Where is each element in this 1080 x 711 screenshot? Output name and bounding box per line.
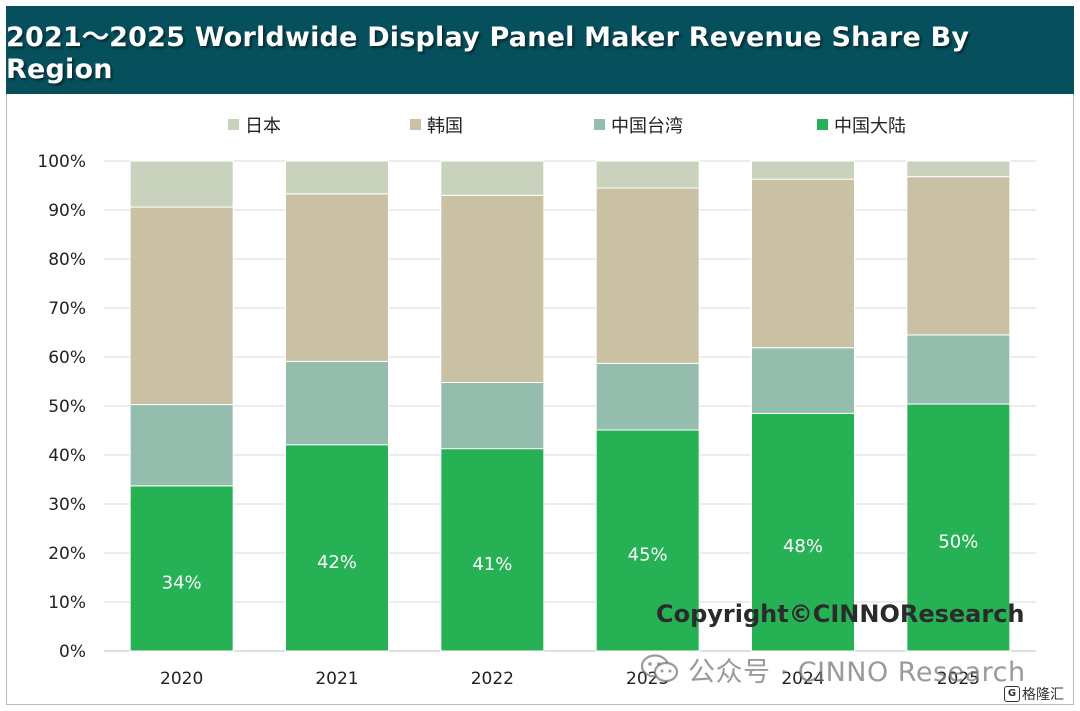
- x-tick-label: 2022: [471, 669, 514, 689]
- corner-logo-mark: G: [1004, 686, 1020, 702]
- bar-segment: [129, 160, 234, 208]
- x-tick-label: 2020: [160, 669, 203, 689]
- bar-data-label: 42%: [317, 552, 357, 573]
- y-tick-label: 60%: [48, 348, 86, 368]
- copyright-watermark: Copyright©CINNOResearch: [656, 600, 1025, 628]
- legend-swatch: [817, 119, 828, 130]
- bar-segment: [285, 193, 389, 362]
- legend-swatch: [228, 119, 239, 130]
- bar-segment: [285, 360, 389, 446]
- bar-data-label: 34%: [162, 572, 202, 593]
- bar-segment: [751, 160, 855, 180]
- bars: 34% 42% 41% 45% 48% 50%: [129, 160, 1011, 652]
- legend-label: 日本: [245, 116, 281, 137]
- x-tick-label: 2025: [937, 669, 980, 689]
- corner-logo-text: 格隆汇: [1022, 687, 1064, 703]
- bar-segment: [440, 448, 545, 652]
- bar-data-label: 41%: [472, 554, 512, 575]
- bar-segment: [129, 485, 234, 652]
- y-tick-label: 80%: [48, 250, 86, 270]
- bar-segment: [595, 362, 700, 431]
- chart-title: 2021～2025 Worldwide Display Panel Maker …: [6, 22, 970, 85]
- legend-label: 中国台湾: [611, 116, 683, 137]
- legend: 日本 韩国 中国台湾 中国大陆: [228, 116, 906, 137]
- bar-data-label: 45%: [628, 545, 668, 566]
- bar-segment: [595, 160, 700, 189]
- y-tick-label: 40%: [48, 446, 86, 466]
- bar-segment: [751, 412, 855, 652]
- y-tick-label: 10%: [48, 593, 86, 613]
- x-tick-label: 2021: [315, 669, 358, 689]
- bar-segment: [285, 444, 389, 652]
- y-tick-label: 0%: [59, 642, 86, 662]
- bar-segment: [440, 160, 545, 196]
- bar-segment: [285, 160, 389, 195]
- y-tick-label: 20%: [48, 544, 86, 564]
- corner-logo: G 格隆汇: [1004, 683, 1064, 705]
- x-tick-label: 2024: [781, 669, 824, 689]
- bar-segment: [129, 404, 234, 487]
- wechat-watermark: 公众号 · CINNO Research: [640, 652, 1026, 688]
- legend-swatch: [410, 119, 421, 130]
- bar-segment: [751, 347, 855, 414]
- y-tick-label: 70%: [48, 299, 86, 319]
- bar-segment: [751, 178, 855, 349]
- legend-label: 中国大陆: [834, 116, 906, 137]
- wechat-watermark-text: 公众号 · CINNO Research: [688, 656, 1026, 688]
- bar-segment: [906, 403, 1011, 652]
- bar-data-label: 50%: [938, 532, 978, 553]
- y-tick-label: 30%: [48, 495, 86, 515]
- bar-data-label: 48%: [783, 536, 823, 557]
- y-tick-label: 90%: [48, 201, 86, 221]
- legend-item: 中国台湾: [594, 116, 683, 137]
- axes: 0% 10% 20% 30% 40% 50% 60% 70% 80% 90% 100% 2020 202…: [37, 152, 980, 689]
- wechat-icon: [640, 654, 679, 683]
- bar-segment: [906, 160, 1011, 178]
- legend-item: 中国大陆: [817, 116, 906, 137]
- legend-item: 韩国: [410, 116, 463, 137]
- legend-label: 韩国: [427, 116, 463, 137]
- bar-segment: [595, 187, 700, 364]
- gridlines: [104, 160, 1036, 652]
- title-bar: 2021～2025 Worldwide Display Panel Maker …: [6, 6, 1074, 94]
- bar-segment: [595, 429, 700, 652]
- y-tick-label: 100%: [37, 152, 86, 172]
- bar-segment: [129, 206, 234, 406]
- legend-item: 日本: [228, 116, 281, 137]
- bar-segment: [440, 381, 545, 450]
- bar-segment: [440, 194, 545, 383]
- legend-swatch: [594, 119, 605, 130]
- bar-segment: [906, 176, 1011, 336]
- y-tick-label: 50%: [48, 397, 86, 417]
- bar-segment: [906, 334, 1011, 405]
